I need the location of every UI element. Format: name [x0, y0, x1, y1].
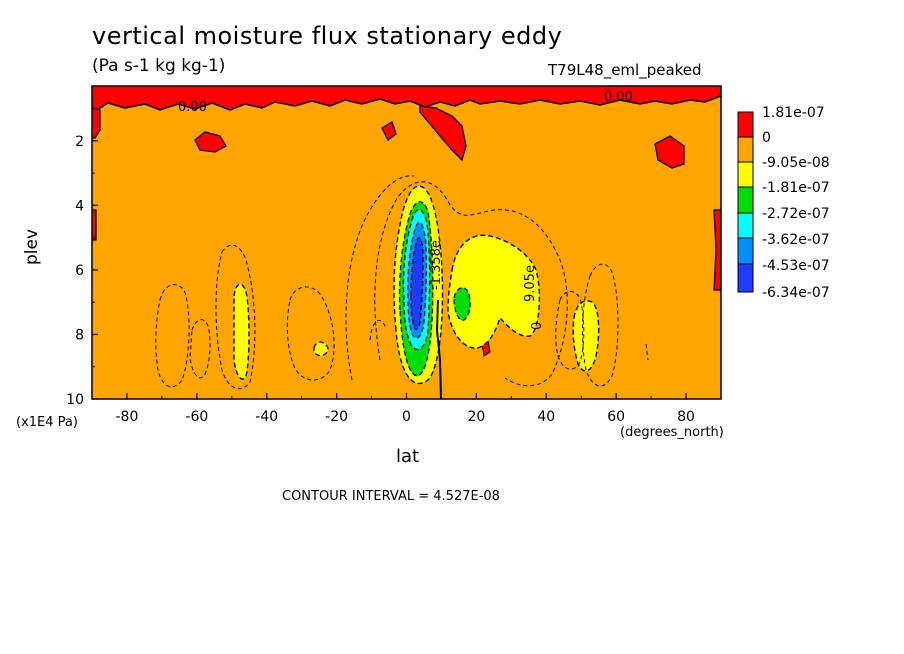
neg-region-sh-yellow	[233, 283, 250, 380]
zero-contour-line	[435, 299, 442, 400]
legend-label-4: -1.81e-07	[762, 180, 830, 196]
x-tick-label: 80	[677, 409, 695, 425]
contour-label-tropics: -1.358e	[429, 240, 444, 290]
x-tick-label: -60	[185, 409, 208, 425]
contour-label-top-left: 0.00	[178, 100, 207, 115]
legend-label-6: -3.62e-07	[762, 232, 830, 248]
contour-line-3	[215, 244, 256, 390]
legend-swatch-1	[737, 111, 754, 138]
neg-region-darkblue	[410, 237, 424, 331]
legend-swatch-7	[737, 263, 754, 293]
contour-label-nh: 9.05e	[523, 265, 538, 302]
legend-label-1: 1.81e-07	[762, 105, 825, 121]
positive-region-a	[92, 107, 101, 139]
y-tick-label: 10	[66, 392, 84, 408]
chart-title: vertical moisture flux stationary eddy	[92, 22, 563, 50]
contour-line-7	[582, 263, 619, 387]
x-tick-label: 20	[467, 409, 485, 425]
positive-region-d	[419, 105, 467, 162]
contour-line-4	[155, 284, 190, 388]
x-tick-label: 40	[537, 409, 555, 425]
x-tick-label: -80	[116, 409, 139, 425]
contour-interval: CONTOUR INTERVAL = 4.527E-08	[282, 489, 500, 504]
positive-region-c	[381, 121, 397, 141]
legend-label-5: -2.72e-07	[762, 206, 830, 222]
legend-label-8: -6.34e-07	[762, 285, 830, 301]
legend-label-7: -4.53e-07	[762, 258, 830, 274]
legend-swatch-3	[737, 161, 754, 188]
y-tick-label: 6	[75, 263, 84, 279]
contour-line-6	[286, 286, 335, 381]
x-axis-units: (degrees_north)	[620, 425, 724, 440]
x-tick-label: -20	[325, 409, 348, 425]
positive-region-g	[92, 209, 97, 241]
neg-region-nh-yellow	[447, 234, 541, 349]
filled-contours	[92, 86, 721, 399]
contour-label-top-right: 0.00	[604, 90, 633, 105]
contour-line-2	[345, 175, 415, 381]
legend-swatch-4	[737, 186, 754, 214]
x-tick-label: 0	[402, 409, 411, 425]
contour-line-10	[645, 343, 649, 361]
legend-swatch-2	[737, 136, 754, 163]
legend-label-2: 0	[762, 130, 771, 146]
x-axis: -80 -60 -40 -20 0 20 40 60 80	[91, 393, 722, 425]
legend-swatch-5	[737, 212, 754, 239]
x-axis-label: lat	[396, 446, 420, 467]
neg-region-green-nh	[453, 287, 471, 321]
y-tick-label: 8	[75, 327, 84, 343]
positive-region-top	[92, 86, 721, 111]
y-axis: 2 4 6 8 10	[66, 108, 98, 408]
neg-region-nh2-yellow	[572, 300, 600, 372]
chart-units: (Pa s-1 kg kg-1)	[92, 56, 226, 76]
positive-region-e	[654, 135, 685, 169]
y-tick-label: 2	[75, 134, 84, 150]
y-tick-label: 4	[75, 198, 84, 214]
positive-region-b	[194, 131, 227, 153]
legend-label-3: -9.05e-08	[762, 155, 830, 171]
x-tick-label: 60	[607, 409, 625, 425]
color-legend: 1.81e-07 0 -9.05e-08 -1.81e-07 -2.72e-07…	[737, 105, 830, 301]
contour-line-9	[369, 319, 387, 341]
contour-line-8	[555, 291, 585, 370]
positive-region-f	[713, 209, 721, 291]
legend-swatch-6	[737, 237, 754, 265]
x-tick-label: -40	[255, 409, 278, 425]
y-axis-units: (x1E4 Pa)	[16, 415, 78, 430]
run-name: T79L48_eml_peaked	[548, 61, 702, 79]
neg-region-sh2-yellow	[313, 341, 329, 357]
contour-lines	[155, 175, 649, 390]
contour-label-nh-zero: 0	[530, 322, 545, 330]
contour-line-1	[374, 181, 568, 387]
